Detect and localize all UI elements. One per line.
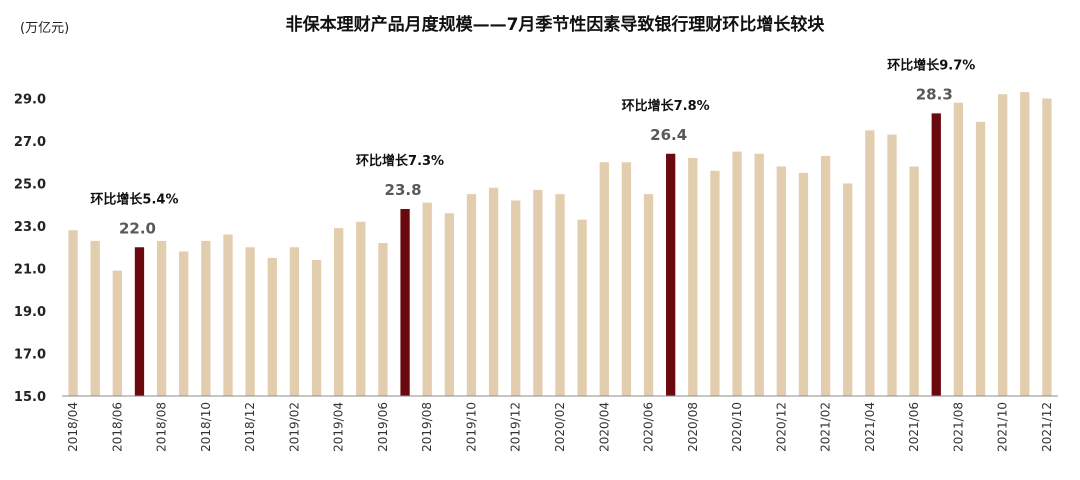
growth-annotation: 环比增长7.3% (356, 153, 444, 169)
y-tick-label: 29.0 (14, 93, 46, 108)
bar (378, 243, 388, 396)
bar (953, 102, 964, 396)
bar (156, 240, 167, 396)
y-tick-label: 21.0 (14, 263, 46, 278)
data-label: 28.3 (916, 85, 953, 103)
bar (1020, 92, 1030, 396)
bar (245, 247, 255, 396)
bar (201, 240, 211, 396)
bar (1042, 98, 1052, 396)
bar (311, 260, 322, 396)
bar (112, 270, 122, 396)
bar-highlight (134, 247, 145, 396)
bar (179, 251, 189, 396)
x-tick-label: 2019/10 (464, 402, 478, 452)
bar (754, 153, 764, 396)
bar (334, 228, 344, 396)
x-tick-label: 2021/02 (819, 402, 833, 452)
bar (533, 189, 543, 396)
bar (90, 240, 100, 396)
x-tick-label: 2021/08 (951, 402, 965, 452)
bar (466, 194, 477, 396)
bar (843, 183, 853, 396)
bar (356, 221, 366, 396)
bar-highlight (931, 113, 941, 396)
x-tick-label: 2018/12 (243, 402, 257, 452)
bar (798, 172, 809, 396)
x-tick-label: 2019/06 (376, 402, 390, 452)
y-axis: 15.0 17.0 19.0 21.0 23.0 25.0 27.0 29.0 (14, 93, 46, 406)
growth-annotation: 环比增长5.4% (90, 191, 178, 207)
x-tick-label: 2019/12 (509, 402, 523, 452)
x-tick-label: 2020/06 (642, 402, 656, 452)
x-tick-label: 2018/10 (199, 402, 213, 452)
y-tick-label: 19.0 (14, 305, 46, 320)
x-tick-label: 2021/06 (907, 402, 921, 452)
bar (422, 202, 432, 396)
bar (776, 166, 786, 396)
bar (511, 200, 521, 396)
data-label: 26.4 (650, 126, 687, 144)
x-tick-label: 2020/08 (686, 402, 700, 452)
y-tick-label: 17.0 (14, 348, 46, 363)
bar (555, 194, 565, 396)
x-tick-label: 2019/08 (420, 402, 434, 452)
y-tick-label: 15.0 (14, 390, 46, 405)
bar (688, 158, 698, 396)
x-tick-label: 2021/12 (1040, 402, 1054, 452)
bar (488, 187, 499, 396)
x-tick-label: 2020/04 (597, 402, 611, 452)
bar (710, 170, 720, 396)
x-tick-label: 2018/06 (110, 402, 124, 452)
bar (68, 230, 78, 396)
unit-label: (万亿元) (20, 21, 69, 36)
bar (998, 94, 1008, 396)
growth-annotation: 环比增长9.7% (887, 57, 975, 73)
x-tick-label: 2018/08 (155, 402, 169, 452)
x-tick-label: 2019/02 (287, 402, 301, 452)
bar (909, 166, 919, 396)
bar (621, 162, 632, 396)
bar (599, 162, 609, 396)
x-tick-label: 2021/10 (996, 402, 1010, 452)
bar (223, 234, 233, 396)
bar (732, 151, 742, 396)
bar (289, 247, 300, 396)
bar-highlight (666, 153, 676, 396)
x-axis: 2018/04 2018/06 2018/08 2018/10 2018/12 2019/… (66, 402, 1054, 452)
chart-title: 非保本理财产品月度规模——7月季节性因素导致银行理财环比增长较块 (286, 14, 826, 35)
data-label: 23.8 (385, 181, 422, 199)
x-tick-label: 2020/10 (730, 402, 744, 452)
x-tick-label: 2020/02 (553, 402, 567, 452)
x-tick-label: 2021/04 (863, 402, 877, 452)
bar (820, 155, 831, 396)
growth-annotation: 环比增长7.8% (622, 98, 710, 114)
y-tick-label: 25.0 (14, 178, 46, 193)
bar-highlight (400, 209, 410, 396)
bar (887, 134, 897, 396)
x-tick-label: 2020/12 (774, 402, 788, 452)
x-tick-label: 2019/04 (332, 402, 346, 452)
y-tick-label: 27.0 (14, 135, 46, 150)
data-label: 22.0 (119, 219, 156, 237)
bar (444, 213, 454, 396)
plot-area (68, 92, 1052, 396)
bar (865, 130, 875, 396)
bar (643, 194, 654, 396)
y-tick-label: 23.0 (14, 220, 46, 235)
x-tick-label: 2018/04 (66, 402, 80, 452)
bar (577, 219, 587, 396)
bar (267, 257, 277, 396)
annotations: 22.0 环比增长5.4% 23.8 环比增长7.3% 26.4 环比增长7.8% 28.3… (90, 57, 975, 237)
bar (975, 121, 986, 396)
